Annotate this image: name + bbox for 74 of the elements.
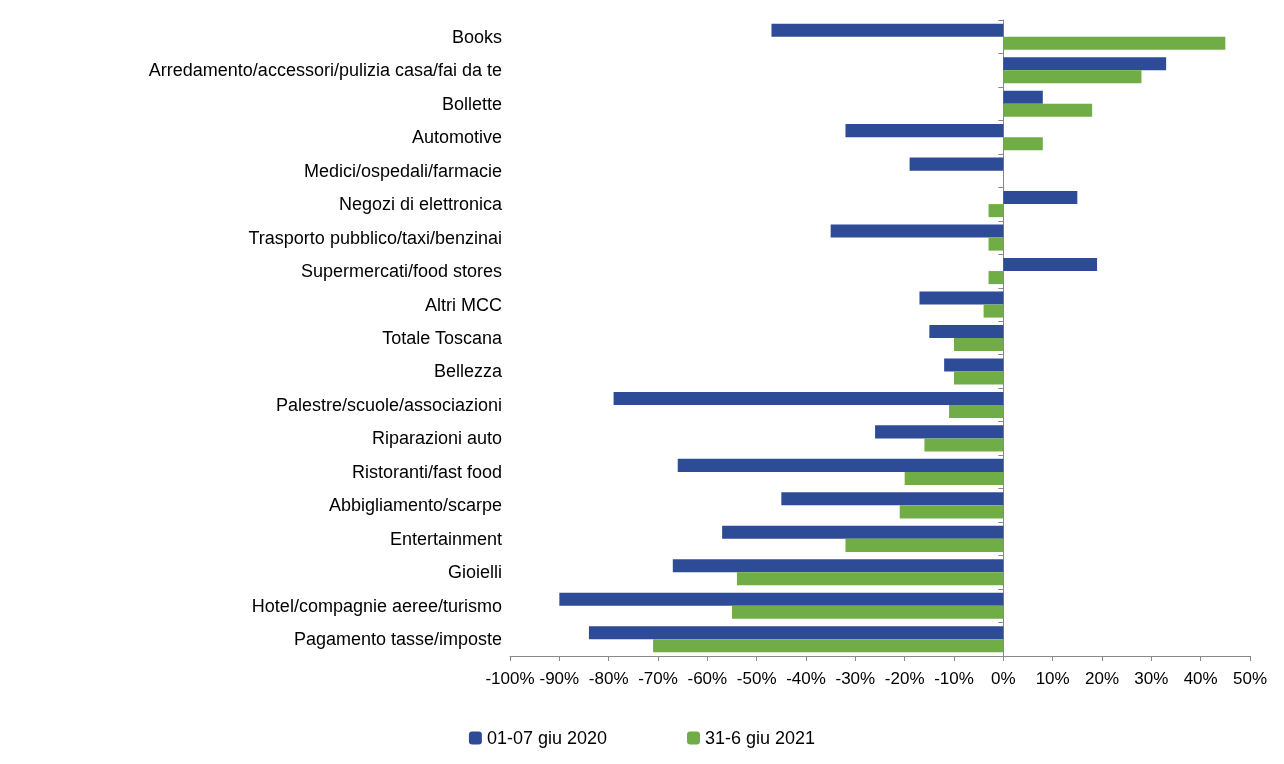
bar <box>954 371 1004 385</box>
x-tick-label: -50% <box>736 669 777 688</box>
y-tick-label: Books <box>451 26 502 47</box>
bar <box>771 23 1004 37</box>
y-tick-label: Automotive <box>411 127 502 148</box>
x-tick-label: -40% <box>786 669 826 688</box>
y-tick-label: Ristoranti/fast food <box>351 461 502 482</box>
bar <box>929 324 1004 338</box>
bar <box>1003 70 1142 84</box>
bar <box>722 525 1004 539</box>
y-tick-label: Entertainment <box>389 528 502 549</box>
x-tick-label: -100% <box>485 669 535 688</box>
x-tick-label: 40% <box>1183 669 1218 688</box>
x-tick-label: -20% <box>884 669 925 688</box>
x-tick-label: 50% <box>1232 669 1268 688</box>
y-tick-label: Altri MCC <box>425 294 502 315</box>
y-tick-label: Pagamento tasse/imposte <box>293 629 502 650</box>
bar <box>845 124 1004 138</box>
bar <box>559 592 1004 606</box>
bar <box>904 471 1004 485</box>
y-tick-label: Riparazioni auto <box>371 428 502 449</box>
bar <box>1003 137 1043 151</box>
bar <box>653 639 1004 653</box>
legend-label: 31-6 giu 2021 <box>705 728 816 748</box>
bar <box>1003 36 1226 50</box>
y-tick-label: Trasporto pubblico/taxi/benzinai <box>248 227 502 248</box>
y-tick-label: Gioielli <box>447 562 502 583</box>
bar <box>1003 258 1098 272</box>
y-tick-label: Bollette <box>441 93 502 114</box>
x-tick-label: -90% <box>539 669 580 688</box>
y-tick-label: Supermercati/food stores <box>300 261 502 282</box>
bar <box>1003 57 1167 71</box>
x-tick-label: 30% <box>1134 669 1169 688</box>
x-tick-label: -80% <box>588 669 629 688</box>
bar <box>949 404 1004 418</box>
bar <box>845 538 1004 552</box>
bar <box>781 492 1004 506</box>
x-tick-label: 20% <box>1084 669 1120 688</box>
bar <box>672 559 1004 573</box>
bar <box>588 626 1004 640</box>
y-tick-label: Negozi di elettronica <box>338 194 503 215</box>
bar <box>1003 90 1043 104</box>
bar <box>1003 103 1093 117</box>
y-tick-label: Medici/ospedali/farmacie <box>303 160 502 181</box>
y-tick-label: Palestre/scuole/associazioni <box>275 394 502 415</box>
y-tick-label: Bellezza <box>433 361 503 382</box>
x-tick-label: -70% <box>638 669 678 688</box>
x-tick-label: 0% <box>991 669 1016 688</box>
bar <box>988 271 1004 285</box>
legend-label: 01-07 giu 2020 <box>486 728 608 748</box>
bar <box>732 605 1004 619</box>
bar <box>909 157 1004 171</box>
bar <box>954 338 1004 352</box>
y-tick-label: Abbigliamento/scarpe <box>328 495 502 516</box>
x-tick-label: 10% <box>1035 669 1070 688</box>
bar <box>924 438 1004 452</box>
y-tick-label: Hotel/compagnie aeree/turismo <box>251 595 502 616</box>
x-tick-label: -60% <box>687 669 728 688</box>
bar <box>899 505 1004 519</box>
bar <box>613 391 1004 405</box>
bar <box>830 224 1004 238</box>
x-tick-label: -30% <box>835 669 876 688</box>
y-tick-label: Arredamento/accessori/pulizia casa/fai da te <box>148 60 502 81</box>
bar <box>919 291 1004 305</box>
bar <box>944 358 1004 372</box>
bar <box>988 204 1004 218</box>
bar <box>875 425 1004 439</box>
y-tick-label: Totale Toscana <box>382 328 503 348</box>
bar <box>677 458 1004 472</box>
bar <box>988 237 1004 251</box>
bar <box>983 304 1004 318</box>
x-tick-label: -10% <box>934 669 974 688</box>
bar <box>736 572 1004 586</box>
bar <box>1003 191 1078 205</box>
